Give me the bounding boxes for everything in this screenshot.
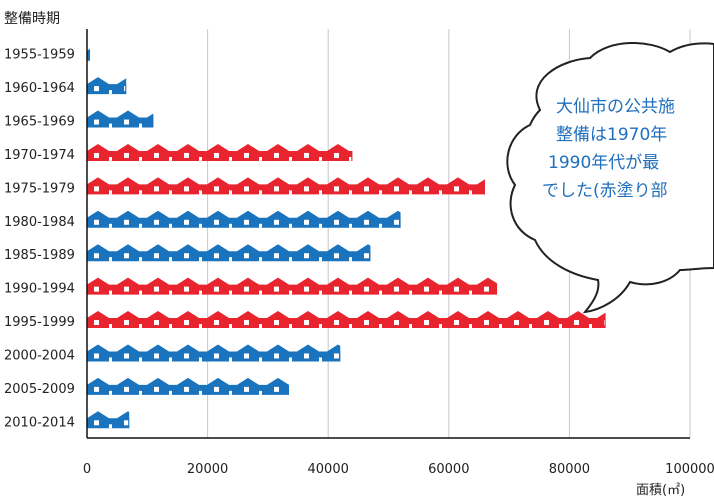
x-tick-label: 20000 <box>187 462 228 477</box>
category-label: 1965-1969 <box>4 115 75 130</box>
bar <box>87 311 606 329</box>
bar <box>87 110 154 128</box>
x-tick-label: 100000 <box>665 462 714 477</box>
bar <box>87 177 485 195</box>
bar <box>87 277 498 295</box>
bar <box>87 411 130 429</box>
category-label: 2010-2014 <box>4 415 75 430</box>
bar <box>87 210 401 228</box>
category-label: 1960-1964 <box>4 81 75 96</box>
x-tick-label: 0 <box>83 462 91 477</box>
category-label: 1980-1984 <box>4 215 75 230</box>
bar <box>87 143 353 161</box>
x-axis-label: 面積(㎡) <box>636 483 685 497</box>
callout-text-line: 整備は1970年 <box>556 125 667 145</box>
bar <box>87 77 127 95</box>
chart-title: 整備時期 <box>4 11 60 27</box>
category-label: 1990-1994 <box>4 282 75 297</box>
callout-bubble <box>506 42 714 314</box>
category-label: 2005-2009 <box>4 382 75 397</box>
category-label: 1955-1959 <box>4 48 75 63</box>
category-label: 1975-1979 <box>4 181 75 196</box>
category-label: 1970-1974 <box>4 148 75 163</box>
bar <box>87 377 290 395</box>
callout-text-line: 大仙市の公共施 <box>556 97 675 117</box>
category-label: 1985-1989 <box>4 248 75 263</box>
x-tick-label: 60000 <box>428 462 469 477</box>
callout-text-line: でした(赤塗り部 <box>542 180 668 201</box>
callout-text-line: 1990年代が最 <box>548 153 659 173</box>
bar <box>87 48 91 61</box>
bar <box>87 244 371 262</box>
category-label: 1995-1999 <box>4 315 75 330</box>
category-label: 2000-2004 <box>4 348 75 363</box>
x-tick-label: 80000 <box>549 462 590 477</box>
x-tick-label: 40000 <box>308 462 349 477</box>
bar <box>87 344 341 362</box>
